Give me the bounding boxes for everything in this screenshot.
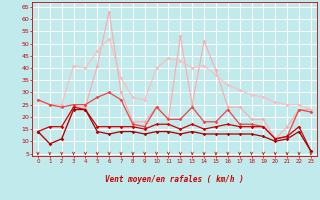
X-axis label: Vent moyen/en rafales ( km/h ): Vent moyen/en rafales ( km/h ) xyxy=(105,175,244,184)
